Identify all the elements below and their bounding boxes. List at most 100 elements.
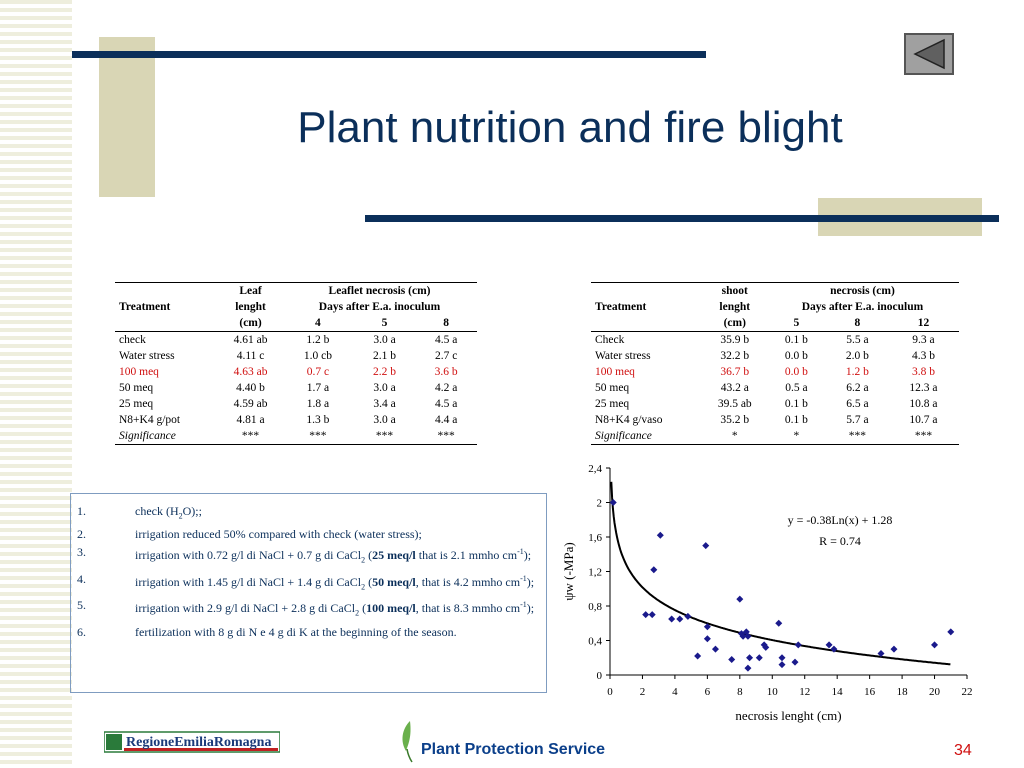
note-text-part: check (H xyxy=(135,504,179,518)
table-row: 100 meq 36.7 b 0.0 b 1.2 b 3.8 b xyxy=(591,364,959,380)
value-cell: 35.2 b xyxy=(720,414,750,426)
value-cell: 0.0 b xyxy=(784,366,808,378)
treatment-cell: N8+K4 g/vaso xyxy=(595,414,663,426)
note-number: 1. xyxy=(77,504,86,518)
note-text-part: , that is 4.2 mmho cm xyxy=(415,574,521,589)
table-row: Significance * * *** *** xyxy=(591,428,959,445)
data-point xyxy=(762,643,770,651)
value-cell: 3.8 b xyxy=(911,366,935,378)
data-point xyxy=(656,531,664,539)
note-text-part: O);; xyxy=(182,504,202,518)
value-cell: 3.0 a xyxy=(373,334,396,346)
header-shoot: shoot xyxy=(703,282,766,299)
note-text-part: 100 meq/l xyxy=(366,601,416,616)
table-row: 100 meq 4.63 ab 0.7 c 2.2 b 3.6 b xyxy=(115,364,477,380)
table-row: Significance *** *** *** *** xyxy=(115,428,477,445)
y-tick-label: 1,6 xyxy=(588,532,602,544)
leaf-necrosis-table: Leaf Leaflet necrosis (cm) Treatment len… xyxy=(115,282,477,445)
previous-slide-button[interactable] xyxy=(904,33,954,75)
value-cell: 0.1 b xyxy=(784,414,808,426)
note-text: irrigation reduced 50% compared with che… xyxy=(135,525,540,543)
header-cm: (cm) xyxy=(703,315,766,332)
value-cell: *** xyxy=(826,428,888,445)
value-cell: * xyxy=(703,428,766,445)
slide-title: Plant nutrition and fire blight xyxy=(297,103,843,152)
x-tick-label: 20 xyxy=(929,686,941,698)
value-cell: * xyxy=(765,428,827,445)
value-cell: 3.0 a xyxy=(373,382,396,394)
note-text-part: irrigation reduced 50% compared with che… xyxy=(135,527,422,542)
header-day: 8 xyxy=(826,315,888,332)
note-number: 5. xyxy=(77,598,86,613)
data-point xyxy=(668,615,676,623)
note-text-part: 25 meq/l xyxy=(372,548,416,563)
table-row: 25 meq 4.59 ab 1.8 a 3.4 a 4.5 a xyxy=(115,396,477,412)
value-cell: 39.5 ab xyxy=(717,398,752,410)
logo-text: RegioneEmiliaRomagna xyxy=(126,735,271,750)
value-cell: 1.7 a xyxy=(306,382,330,394)
note-number: 6. xyxy=(77,624,86,639)
treatment-notes-box: 1. check (H 2 O);; 2. irrigation reduced 50% … xyxy=(70,493,547,693)
header-leaf: Leaf xyxy=(219,282,283,299)
treatment-cell: 25 meq xyxy=(119,398,154,410)
note-number: 2. xyxy=(77,527,86,542)
value-cell: 10.7 a xyxy=(909,414,938,426)
note-text-part: ); xyxy=(526,574,535,589)
y-axis-label: ψw (-MPa) xyxy=(561,542,576,600)
table-row: Check 35.9 b 0.1 b 5.5 a 9.3 a xyxy=(591,332,959,349)
note-item: 6. fertilization with 8 g di N e 4 g di K… xyxy=(77,623,540,641)
header-day: 4 xyxy=(282,315,354,332)
note-text-part: 50 meq/l xyxy=(372,574,416,589)
value-cell: 32.2 b xyxy=(720,350,750,362)
x-tick-label: 6 xyxy=(705,686,711,698)
note-text-part: -1 xyxy=(520,573,527,583)
value-cell: 43.2 a xyxy=(720,382,749,394)
y-tick-label: 0,8 xyxy=(588,601,602,613)
note-text-part: irrigation with 0.72 g/l di NaCl + 0.7 g… xyxy=(135,548,362,563)
value-cell: 3.6 b xyxy=(434,366,458,378)
value-cell: 3.4 a xyxy=(373,398,396,410)
header-day: 5 xyxy=(765,315,827,332)
note-text-part: -1 xyxy=(520,600,527,610)
note-text-part: 2 xyxy=(361,582,366,592)
value-cell: 1.8 a xyxy=(306,398,330,410)
regione-emilia-romagna-logo: RegioneEmiliaRomagna xyxy=(104,731,280,753)
data-point xyxy=(609,499,617,506)
y-tick-label: 2,4 xyxy=(588,463,602,475)
value-cell: 0.1 b xyxy=(784,334,808,346)
treatment-cell: N8+K4 g/pot xyxy=(119,414,181,426)
value-cell: *** xyxy=(282,428,354,445)
header-necrosis: necrosis (cm) xyxy=(765,282,959,299)
treatment-cell: Water stress xyxy=(595,350,651,362)
table-row: N8+K4 g/pot 4.81 a 1.3 b 3.0 a 4.4 a xyxy=(115,412,477,428)
value-cell: 35.9 b xyxy=(720,334,750,346)
table-row: Water stress 4.11 c 1.0 cb 2.1 b 2.7 c xyxy=(115,348,477,364)
value-cell: 6.5 a xyxy=(846,398,869,410)
header-days: Days after E.a. inoculum xyxy=(318,301,441,313)
x-tick-label: 10 xyxy=(767,686,779,698)
data-point xyxy=(676,615,684,623)
data-point xyxy=(778,661,786,669)
y-tick-label: 0 xyxy=(597,670,603,682)
treatment-cell: Significance xyxy=(591,428,704,445)
decorative-block-left xyxy=(99,37,155,197)
treatment-cell: Significance xyxy=(115,428,220,445)
treatment-cell: 100 meq xyxy=(595,366,635,378)
value-cell: 4.4 a xyxy=(434,414,458,426)
data-point xyxy=(791,658,799,666)
x-tick-label: 2 xyxy=(640,686,646,698)
header-lenght: lenght xyxy=(235,301,266,313)
note-text-part: , that is 8.3 mmho cm xyxy=(415,601,521,616)
table-row: N8+K4 g/vaso 35.2 b 0.1 b 5.7 a 10.7 a xyxy=(591,412,959,428)
value-cell: 9.3 a xyxy=(912,334,935,346)
data-point xyxy=(739,632,747,640)
decorative-stripes xyxy=(0,0,72,768)
data-point xyxy=(794,641,802,649)
x-axis-label: necrosis lenght (cm) xyxy=(735,708,841,723)
data-point xyxy=(778,654,786,662)
scatter-chart: 0 0,4 0,8 1,2 1,6 2 2,4 0 2 4 6 8 10 12 14 16 18 20 22 y = … xyxy=(561,463,973,723)
note-text-part: ( xyxy=(365,548,373,563)
shoot-necrosis-table: shoot necrosis (cm) Treatment lenght Day… xyxy=(591,282,959,445)
triangle-left-icon xyxy=(913,38,945,70)
value-cell: 4.3 b xyxy=(911,350,935,362)
